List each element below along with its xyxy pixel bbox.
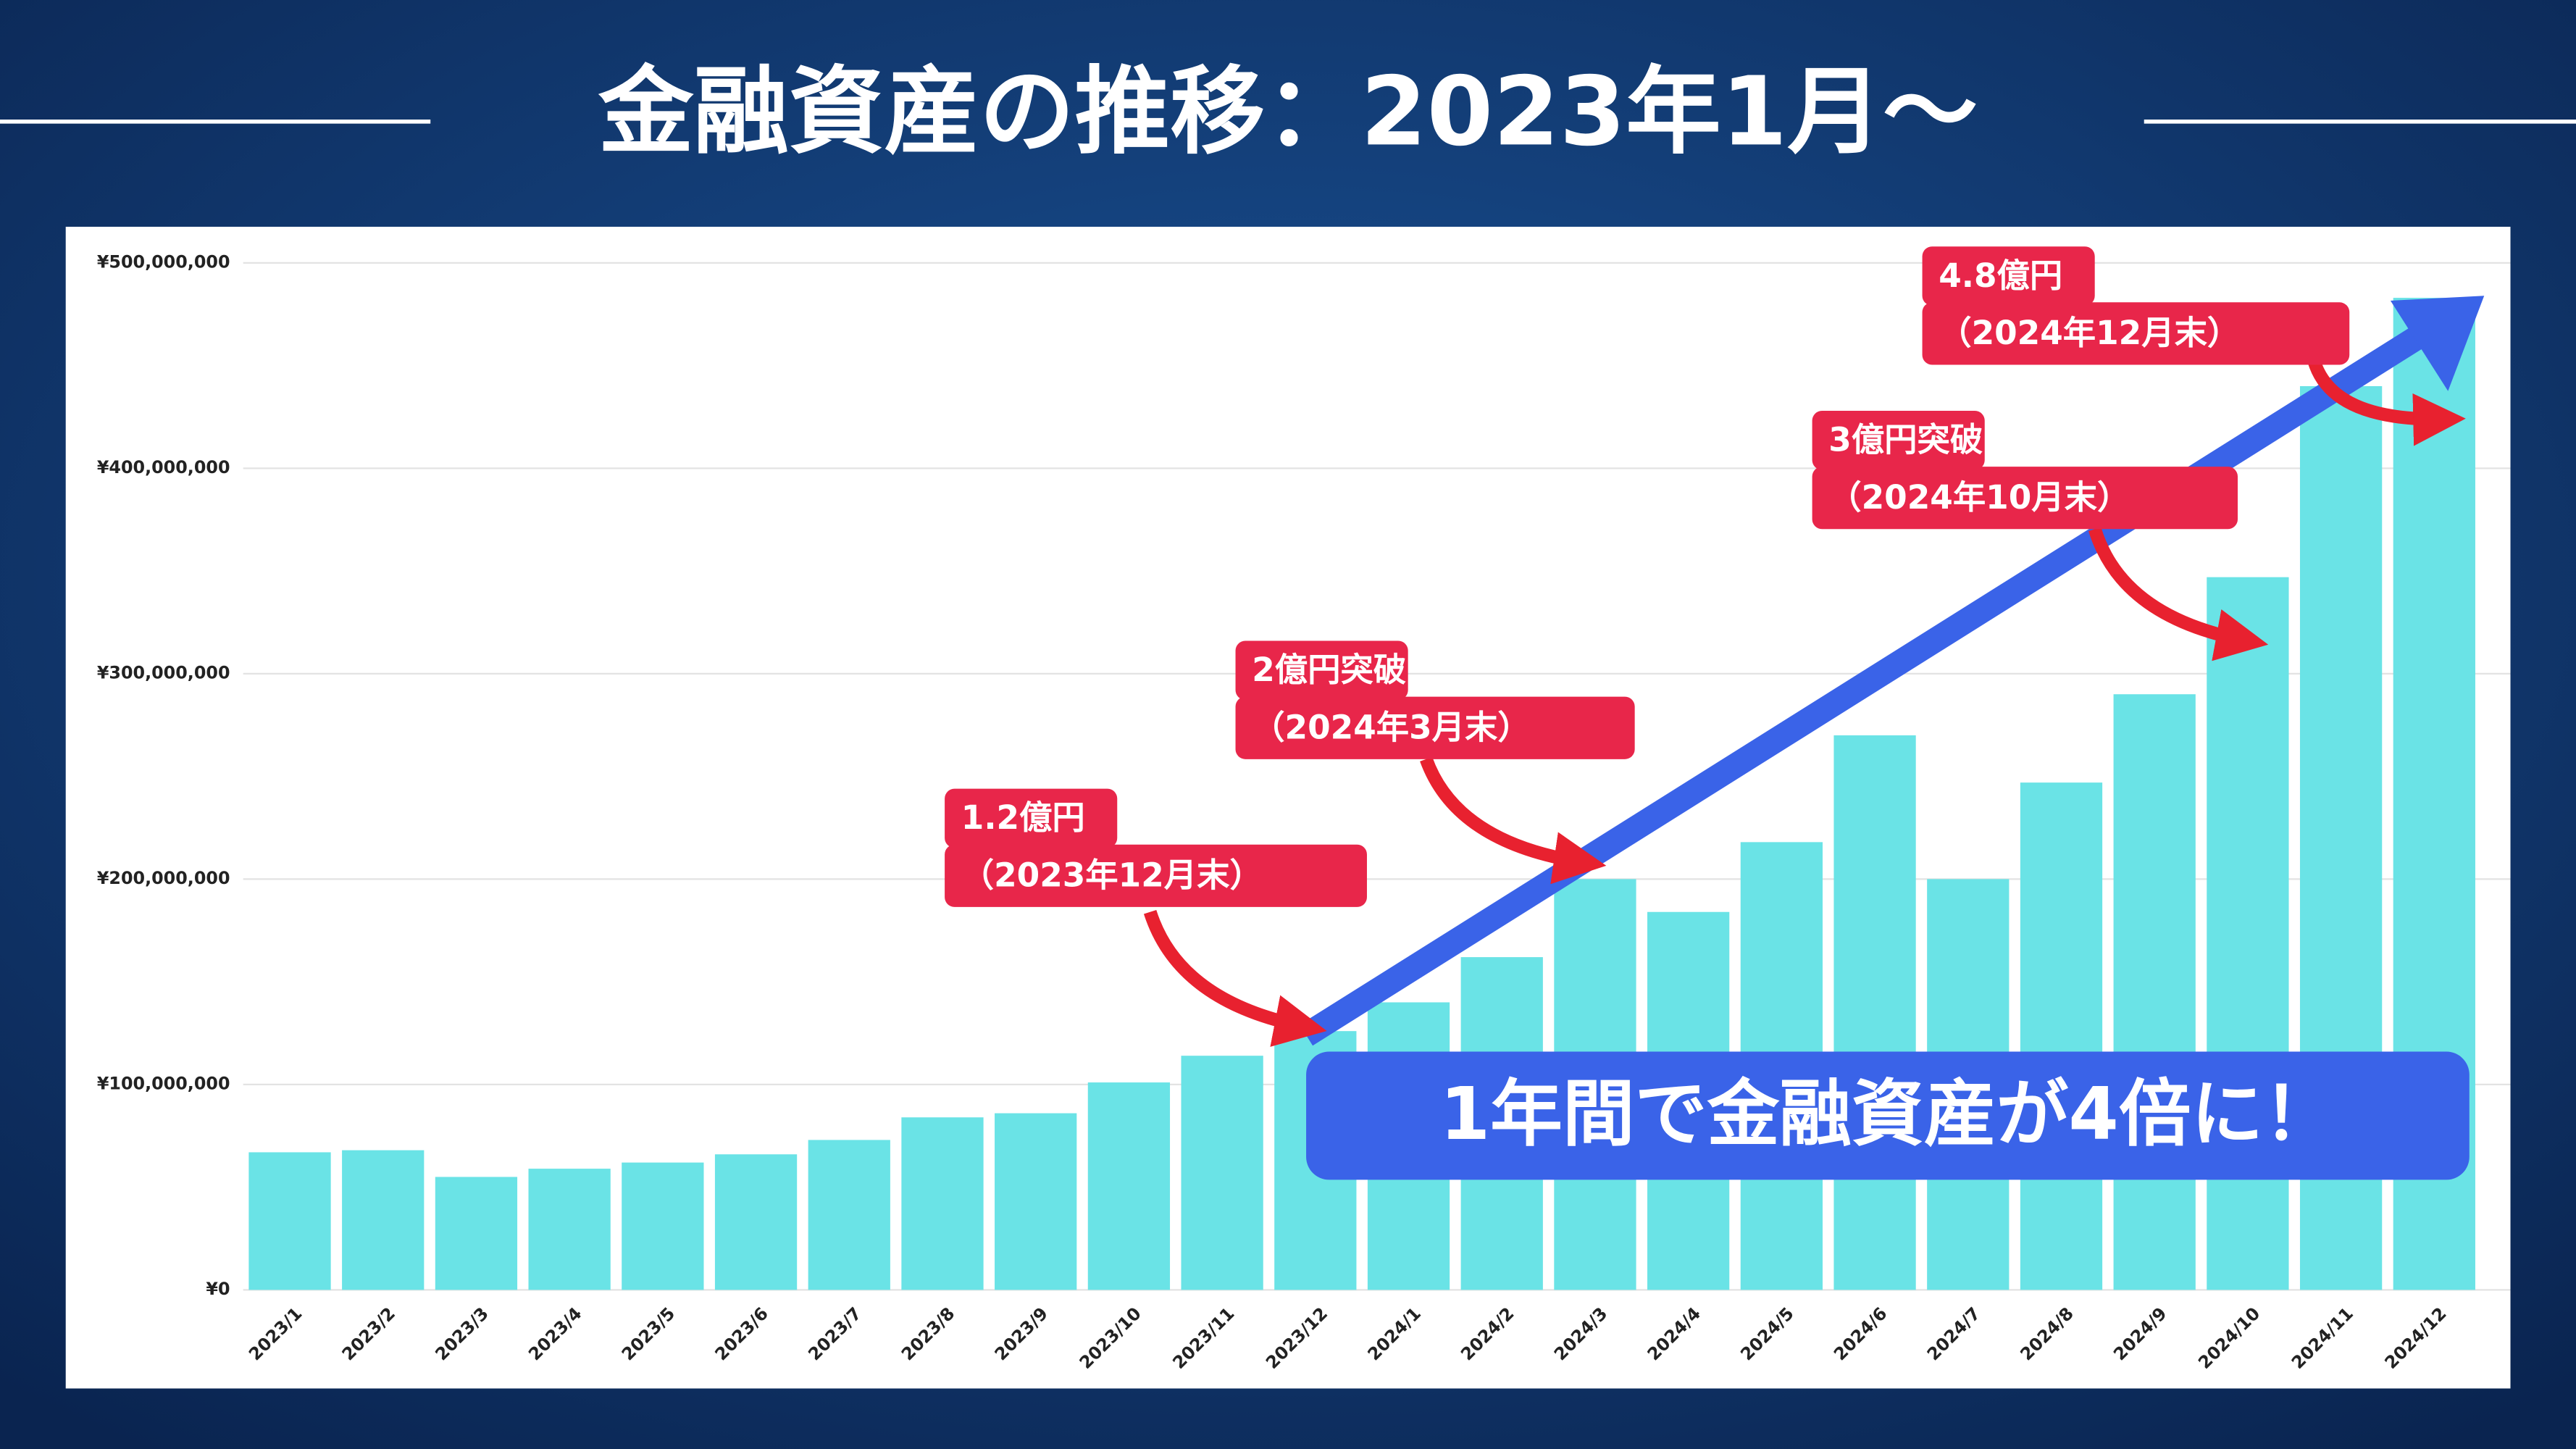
trend-arrow-head [2390, 296, 2485, 391]
bar [2113, 694, 2196, 1290]
y-tick-label: ¥400,000,000 [97, 457, 230, 477]
y-tick-label: ¥100,000,000 [97, 1073, 230, 1093]
bar [435, 1177, 518, 1290]
y-tick-label: ¥300,000,000 [97, 662, 230, 682]
bar [2207, 577, 2289, 1290]
y-tick-label: ¥200,000,000 [97, 868, 230, 888]
callout-box [1235, 640, 1408, 701]
callout-text: 1.2億円 [961, 798, 1085, 837]
trend-arrow [1300, 322, 2430, 1046]
bar [1181, 1056, 1263, 1290]
chart-title: 金融資産の推移：2023年1月〜 [598, 57, 1978, 167]
headline: 1年間で金融資産が4倍に！ [1440, 1072, 2335, 1156]
bar [528, 1169, 611, 1290]
bar [248, 1152, 331, 1290]
bar [808, 1140, 890, 1290]
callout-arrow [1143, 909, 1327, 1047]
callout-text: （2023年12月末） [961, 856, 1263, 895]
canvas: 金融資産の推移：2023年1月〜 ¥0 ¥100,000,000 ¥200,000,… [0, 57, 2576, 1389]
bar [1087, 1082, 1171, 1290]
callout-arrow [2307, 356, 2466, 446]
callout-text: （2024年3月末） [1252, 708, 1530, 746]
bar [1833, 735, 1916, 1290]
callout-box [1812, 467, 2238, 530]
callout-box [945, 844, 1367, 907]
y-tick-label: ¥0 [206, 1279, 230, 1299]
bar [714, 1154, 798, 1290]
callout-arrow [2088, 527, 2269, 661]
callout-box [1922, 302, 2350, 365]
callout-box [1922, 246, 2095, 306]
bar [622, 1162, 704, 1290]
callout-box [1235, 696, 1635, 759]
bar [901, 1117, 984, 1290]
y-tick-label: ¥500,000,000 [97, 251, 230, 272]
callout-box [1812, 411, 1985, 470]
bar [2020, 782, 2103, 1290]
callout-text: 4.8億円 [1939, 256, 2062, 295]
callout-box [945, 788, 1118, 848]
bar [995, 1113, 1077, 1290]
callout-text: 3億円突破 [1828, 421, 1983, 459]
callout-arrow [1420, 756, 1607, 885]
headline-box [1306, 1051, 2470, 1180]
callout-text: 2億円突破 [1252, 651, 1406, 689]
bar [342, 1150, 425, 1290]
callout-text: （2024年10月末） [1828, 478, 2130, 517]
callout-text: （2024年12月末） [1939, 314, 2240, 352]
